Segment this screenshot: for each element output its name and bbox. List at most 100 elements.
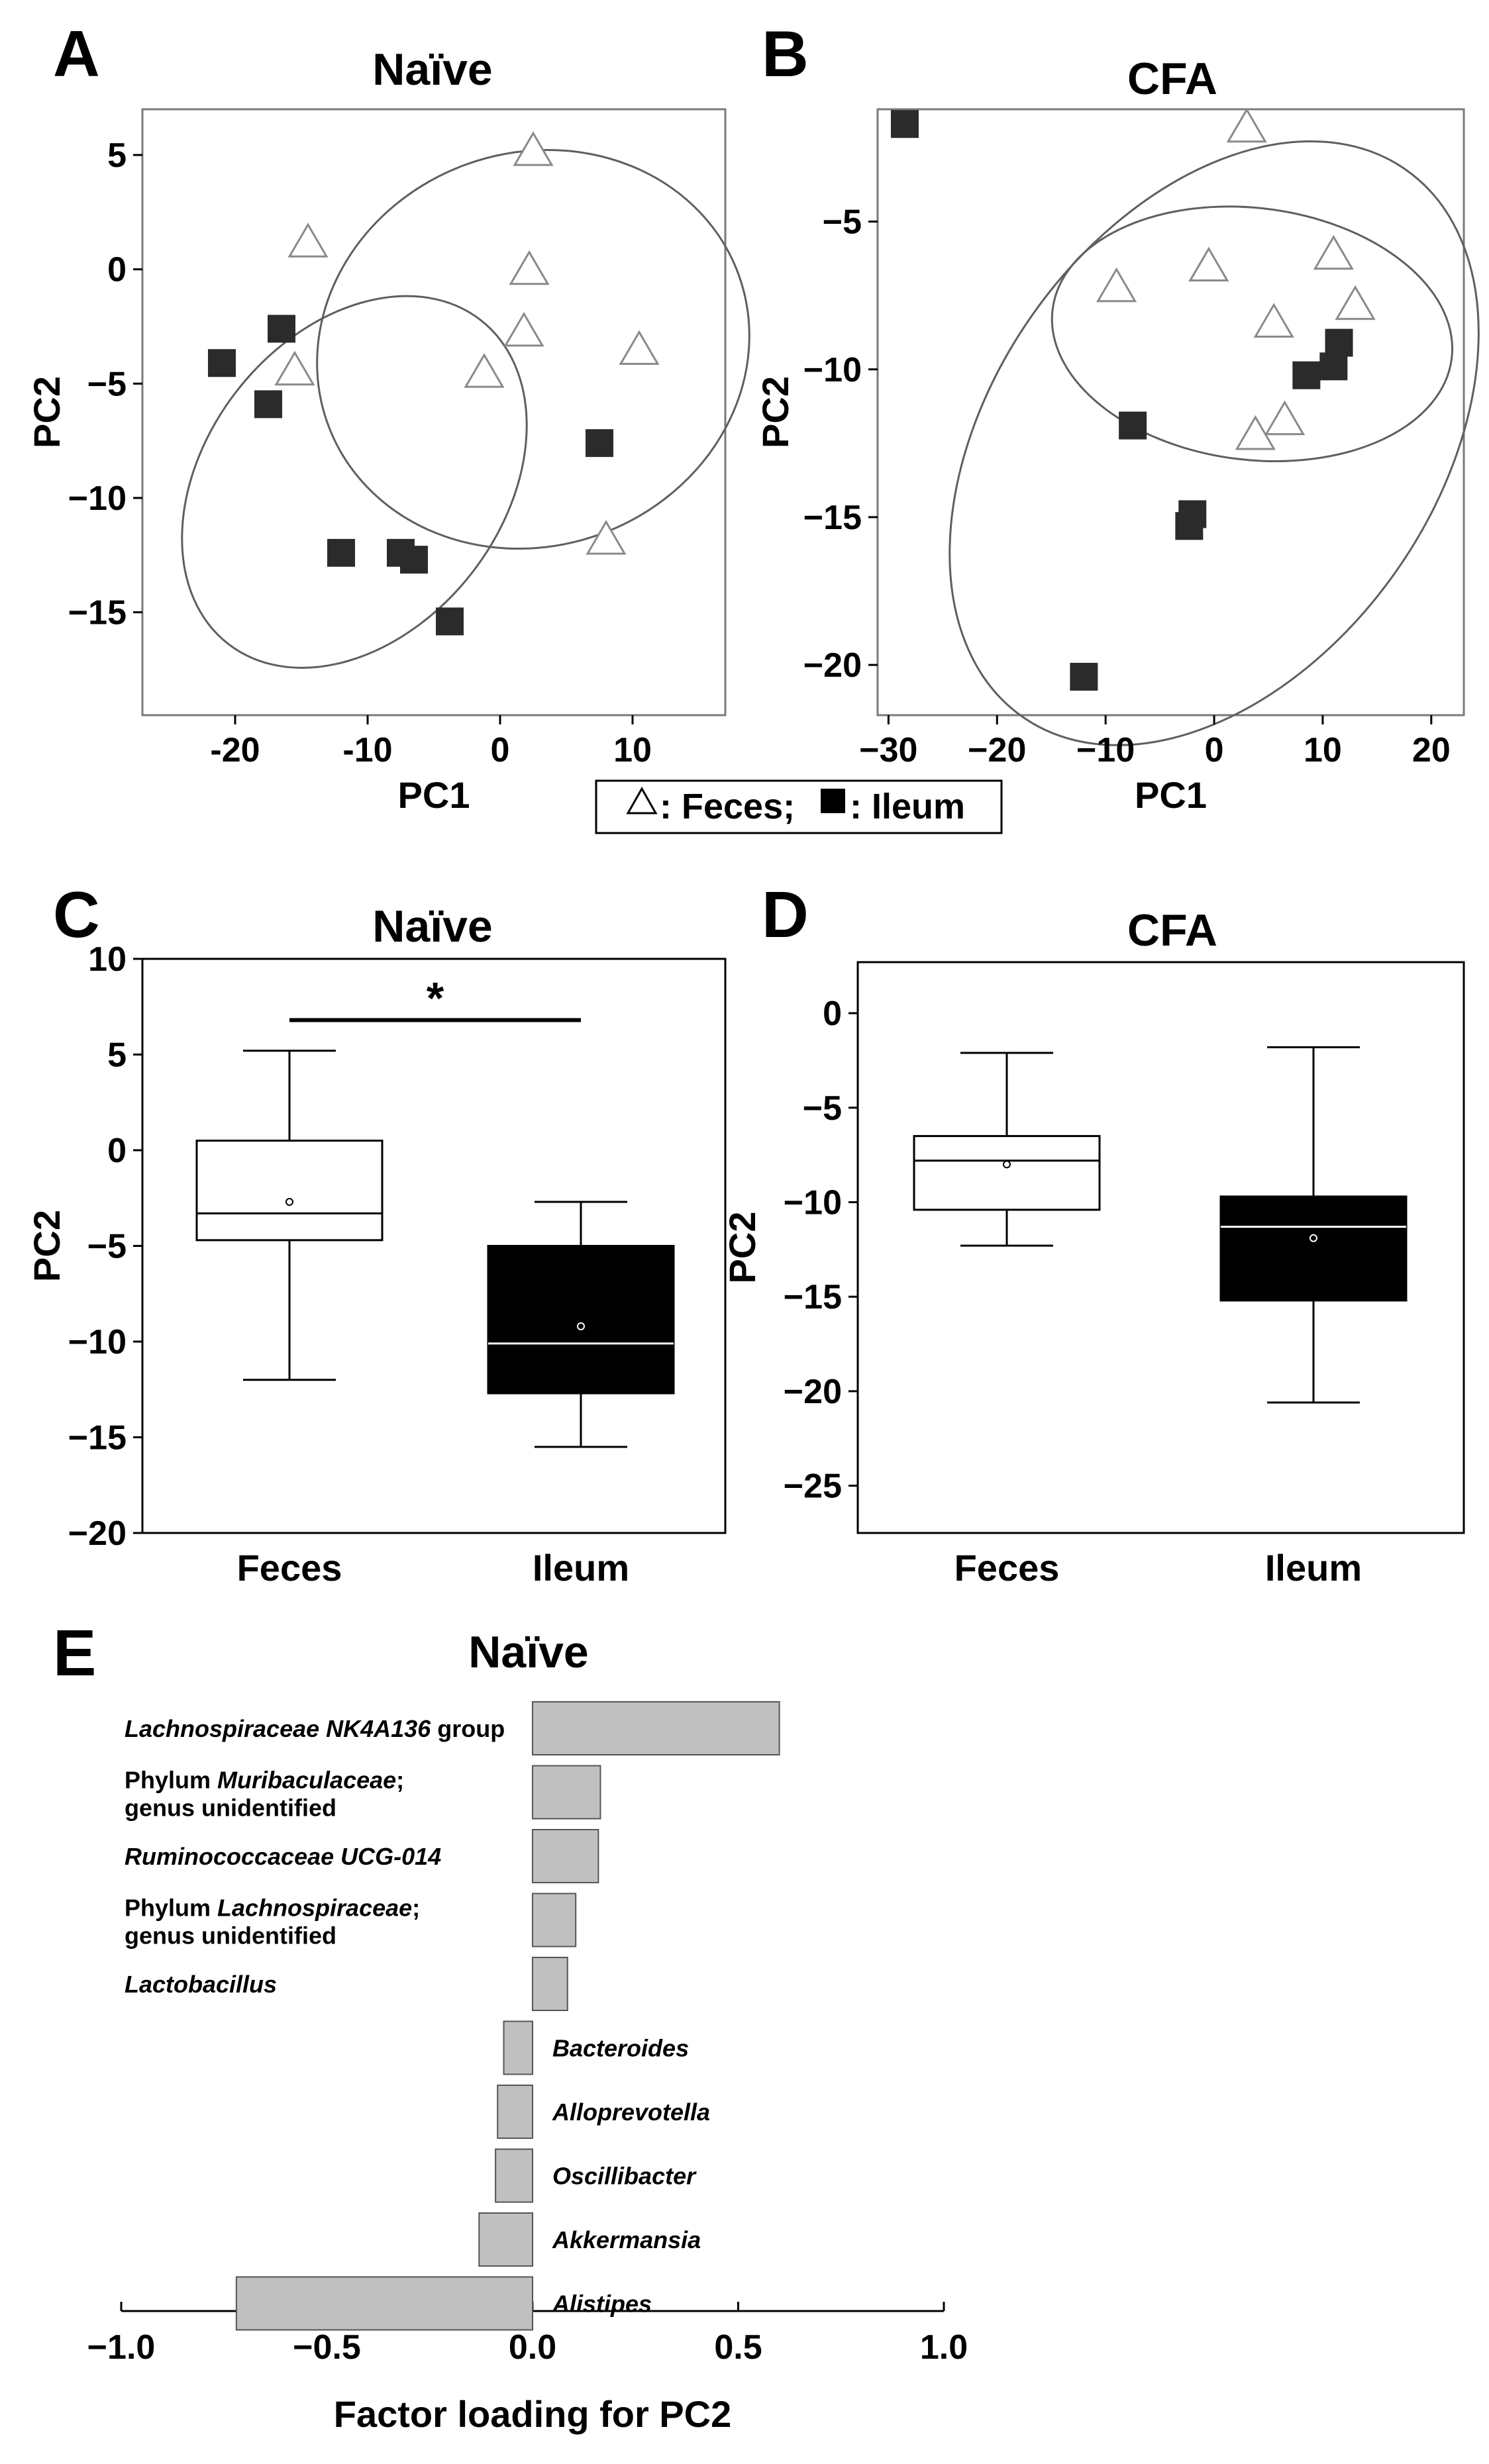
chart-title: Naïve: [468, 1627, 588, 1677]
y-tick-label: −15: [68, 1419, 127, 1457]
x-tick-label: −10: [1076, 731, 1135, 769]
loading-bar: [532, 1765, 601, 1820]
feces-point: [509, 250, 550, 285]
taxon-label: Ruminococcaceae UCG-014: [125, 1843, 441, 1870]
taxon-label-part: Lachnospiraceae: [217, 1895, 412, 1922]
taxon-label: Bacteroides: [552, 2035, 689, 2062]
y-tick-label: 0: [107, 251, 127, 289]
ileum-point: [586, 429, 613, 458]
taxon-label-part: Alloprevotella: [552, 2098, 710, 2126]
significance-star: *: [427, 973, 444, 1023]
x-tick-label: −0.5: [293, 2328, 361, 2367]
loading-bar: [235, 2276, 533, 2331]
box-ileum: [1219, 1195, 1408, 1302]
taxon-label-part: Oscillibacter: [552, 2163, 697, 2190]
ileum-point: [1319, 352, 1348, 381]
x-tick-label: 0: [1205, 731, 1224, 769]
taxon-label-part: Alistipes: [552, 2291, 652, 2318]
x-tick-label: −30: [859, 731, 917, 769]
panel-a: A Naïve -20 -10 0 10 5 0 −5 −10 −15 PC1 PC2: [26, 17, 750, 816]
loading-bar: [503, 2020, 534, 2075]
taxon-label-part: Akkermansia: [552, 2226, 701, 2253]
panel-c: C Naïve 10 5 0 −5 −10 −15 −20 PC2 Feces Ileum *: [26, 878, 727, 1589]
x-category-label: Ileum: [1265, 1547, 1362, 1589]
plot-frame: [856, 961, 1465, 1534]
y-axis-label: PC2: [26, 1210, 68, 1282]
y-tick-label: −10: [784, 1183, 842, 1222]
taxon-label: Akkermansia: [552, 2226, 701, 2253]
feces-point: [513, 131, 554, 166]
y-axis-label: PC2: [754, 376, 796, 448]
x-tick-label: 0: [491, 731, 510, 769]
feces-point: [287, 222, 329, 258]
y-tick-label: 0: [107, 1132, 127, 1170]
taxon-label-part: Muribaculaceae: [217, 1767, 396, 1794]
taxon-label: Phylum Muribaculaceae;: [125, 1767, 404, 1794]
feces-point: [619, 330, 660, 366]
y-tick-label: −20: [68, 1514, 127, 1553]
taxon-label-part: Ruminococcaceae UCG-014: [125, 1843, 441, 1870]
y-tick-label: 0: [823, 995, 842, 1033]
legend-feces-label: : Feces;: [660, 787, 795, 826]
taxon-label: Lachnospiraceae NK4A136 group: [125, 1715, 505, 1742]
feces-point: [1188, 246, 1229, 282]
ileum-point: [268, 315, 295, 343]
y-tick-label: −25: [784, 1467, 842, 1506]
confidence-ellipse-ileum: [949, 140, 1480, 746]
y-tick-label: −5: [823, 203, 862, 242]
y-tick-label: −10: [803, 351, 862, 389]
x-tick-label: 10: [613, 731, 652, 769]
y-tick-label: −15: [68, 594, 127, 632]
y-tick-label: −15: [784, 1278, 842, 1316]
feces-point: [586, 520, 627, 555]
panel-letter: B: [762, 17, 809, 90]
ileum-point: [208, 349, 236, 377]
box-feces: [913, 1135, 1101, 1211]
taxon-label-part: Bacteroides: [552, 2035, 689, 2062]
ileum-point: [1292, 361, 1321, 389]
legend: : Feces; : Ileum: [595, 779, 1003, 834]
y-tick-label: −10: [68, 479, 127, 518]
y-axis-label: PC2: [26, 376, 68, 448]
panel-letter: D: [762, 878, 809, 951]
feces-point: [503, 311, 544, 347]
y-tick-label: −15: [803, 499, 862, 537]
taxon-label-part: group: [431, 1715, 505, 1742]
panel-letter: E: [53, 1616, 96, 1689]
feces-point: [274, 350, 315, 386]
legend-box: [595, 779, 1003, 834]
chart-title: Naïve: [372, 44, 492, 95]
ileum-point: [436, 607, 464, 636]
taxon-label: Alistipes: [552, 2291, 652, 2318]
confidence-ellipse-feces: [316, 149, 750, 550]
loading-bar: [495, 2148, 533, 2203]
x-axis-label: Factor loading for PC2: [334, 2393, 732, 2435]
chart-title: CFA: [1127, 54, 1217, 104]
panel-e: E Naïve −1.0 −0.5 0.0 0.5 1.0 Factor loading fo…: [53, 1616, 968, 2435]
ileum-point: [1070, 662, 1098, 691]
x-axis-label: PC1: [398, 774, 470, 816]
x-tick-label: 1.0: [920, 2328, 968, 2367]
taxon-label: Alloprevotella: [552, 2098, 710, 2126]
taxon-label-line2: genus unidentified: [125, 1795, 336, 1822]
x-tick-label: -10: [342, 731, 392, 769]
ileum-point: [1325, 328, 1353, 357]
confidence-ellipse-ileum: [181, 295, 528, 669]
legend-ileum-marker: [821, 789, 845, 813]
mean-marker: [577, 1322, 585, 1330]
chart-title: CFA: [1127, 905, 1217, 956]
ileum-point: [890, 110, 919, 138]
feces-point: [1335, 285, 1376, 320]
x-tick-label: 0.0: [509, 2328, 556, 2367]
feces-point: [1313, 234, 1354, 270]
panel-d: D CFA 0 −5 −10 −15 −20 −25 PC2 Feces Ileum: [721, 878, 1465, 1589]
y-tick-label: −5: [803, 1089, 842, 1128]
plot-frame: [141, 108, 727, 716]
taxon-label: Phylum Lachnospiraceae;: [125, 1895, 420, 1922]
taxon-label-line2: genus unidentified: [125, 1922, 336, 1949]
y-axis-label: PC2: [721, 1212, 763, 1284]
feces-point: [1253, 303, 1294, 338]
mean-marker: [1003, 1160, 1011, 1169]
taxon-label-part: Phylum: [125, 1895, 217, 1922]
y-tick-label: 5: [107, 136, 127, 175]
